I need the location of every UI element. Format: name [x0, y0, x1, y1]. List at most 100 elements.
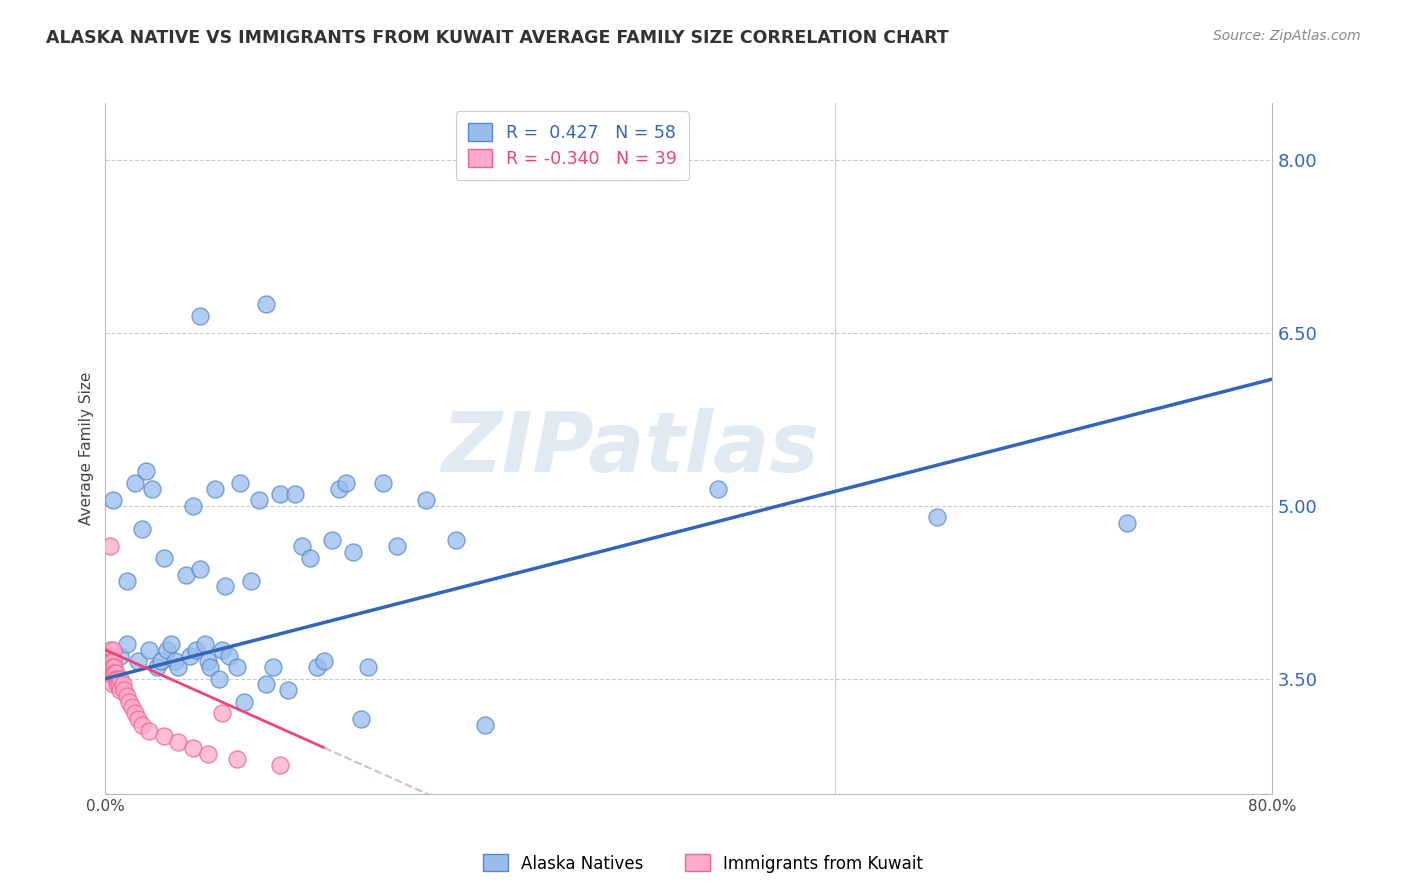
Point [204, 482, 226, 496]
Point [328, 482, 350, 496]
Point [117, 637, 139, 651]
Point [371, 475, 394, 490]
Point [108, 648, 131, 663]
Point [117, 574, 139, 588]
Point [97, 648, 120, 663]
Point [111, 677, 134, 691]
Point [98, 643, 121, 657]
Point [124, 475, 146, 490]
Point [101, 677, 124, 691]
Legend: Alaska Natives, Immigrants from Kuwait: Alaska Natives, Immigrants from Kuwait [477, 847, 929, 880]
Point [357, 660, 380, 674]
Point [156, 643, 179, 657]
Point [112, 683, 135, 698]
Point [108, 672, 131, 686]
Text: ALASKA NATIVE VS IMMIGRANTS FROM KUWAIT AVERAGE FAMILY SIZE CORRELATION CHART: ALASKA NATIVE VS IMMIGRANTS FROM KUWAIT … [46, 29, 949, 46]
Legend: R =  0.427   N = 58, R = -0.340   N = 39: R = 0.427 N = 58, R = -0.340 N = 39 [456, 112, 689, 180]
Point [925, 510, 948, 524]
Point [104, 672, 127, 686]
Point [145, 660, 167, 674]
Point [131, 717, 153, 731]
Point [240, 574, 263, 588]
Point [181, 499, 204, 513]
Point [105, 672, 128, 686]
Point [385, 539, 409, 553]
Point [105, 677, 128, 691]
Point [118, 695, 141, 709]
Point [214, 580, 236, 594]
Point [127, 712, 149, 726]
Point [103, 660, 125, 674]
Y-axis label: Average Family Size: Average Family Size [79, 372, 94, 524]
Point [342, 545, 364, 559]
Point [103, 665, 125, 680]
Point [1115, 516, 1137, 530]
Point [117, 689, 139, 703]
Point [101, 660, 124, 674]
Point [225, 752, 247, 766]
Point [153, 729, 174, 743]
Point [211, 643, 233, 657]
Point [298, 550, 321, 565]
Point [277, 683, 299, 698]
Point [100, 665, 122, 680]
Point [197, 747, 219, 761]
Point [100, 660, 122, 674]
Point [188, 309, 211, 323]
Point [165, 654, 187, 668]
Point [269, 487, 292, 501]
Point [135, 464, 157, 478]
Point [211, 706, 233, 721]
Point [131, 522, 153, 536]
Point [101, 493, 124, 508]
Point [474, 717, 496, 731]
Point [233, 695, 256, 709]
Point [153, 550, 174, 565]
Point [100, 654, 122, 668]
Point [254, 677, 277, 691]
Point [184, 643, 207, 657]
Point [254, 297, 277, 311]
Point [174, 568, 197, 582]
Point [200, 660, 222, 674]
Point [291, 539, 314, 553]
Point [107, 677, 129, 691]
Point [167, 660, 190, 674]
Point [141, 482, 163, 496]
Point [350, 712, 373, 726]
Point [100, 648, 122, 663]
Point [108, 683, 131, 698]
Point [269, 758, 292, 772]
Point [181, 740, 204, 755]
Point [194, 637, 217, 651]
Point [314, 654, 336, 668]
Point [197, 654, 219, 668]
Point [149, 654, 172, 668]
Point [167, 735, 190, 749]
Point [98, 654, 121, 668]
Point [98, 539, 121, 553]
Point [98, 660, 121, 674]
Point [104, 665, 127, 680]
Point [101, 643, 124, 657]
Point [160, 637, 183, 651]
Point [101, 665, 124, 680]
Text: ZIPatlas: ZIPatlas [441, 408, 820, 489]
Point [415, 493, 437, 508]
Point [218, 648, 240, 663]
Point [138, 643, 160, 657]
Point [707, 482, 730, 496]
Point [335, 475, 357, 490]
Point [208, 672, 231, 686]
Point [101, 654, 124, 668]
Point [124, 706, 146, 721]
Point [98, 665, 121, 680]
Point [247, 493, 270, 508]
Point [179, 648, 201, 663]
Point [188, 562, 211, 576]
Point [225, 660, 247, 674]
Point [228, 475, 250, 490]
Point [444, 533, 467, 548]
Point [305, 660, 328, 674]
Point [127, 654, 149, 668]
